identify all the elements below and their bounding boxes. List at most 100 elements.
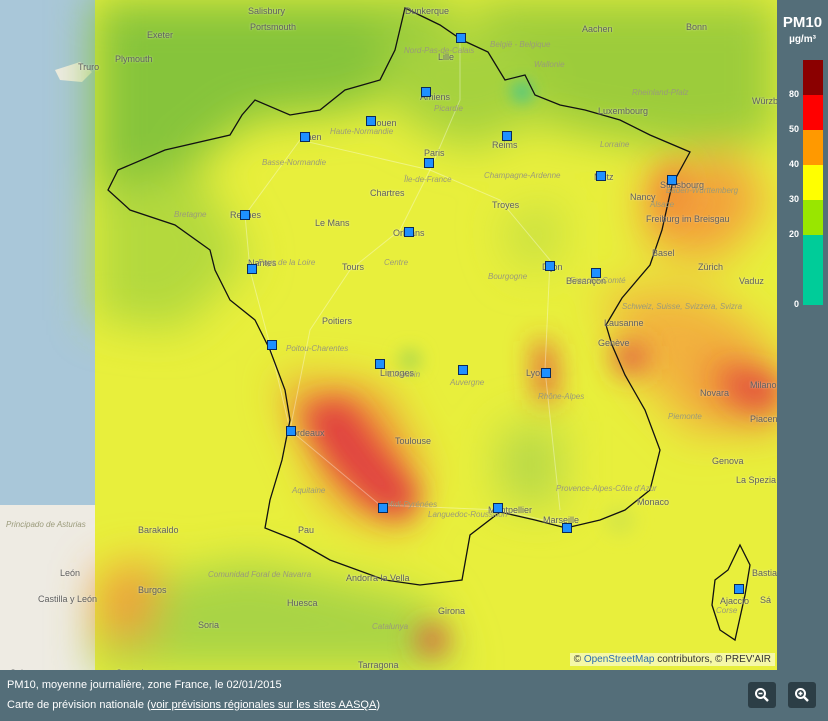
station-caen[interactable]	[300, 132, 310, 142]
station-lyon[interactable]	[541, 368, 551, 378]
region-label: Corse	[716, 606, 738, 615]
place-label: Montpellier	[488, 505, 533, 515]
station-amiens[interactable]	[421, 87, 431, 97]
region-label: Auvergne	[450, 378, 485, 387]
station-montpellier[interactable]	[493, 503, 503, 513]
station-ajaccio[interactable]	[734, 584, 744, 594]
place-label: Lille	[438, 52, 455, 62]
region-label: Midi-Pyrénées	[386, 500, 438, 509]
station-limoges[interactable]	[375, 359, 385, 369]
place-label: Exeter	[147, 30, 174, 40]
place-label: Zürich	[698, 262, 724, 272]
place-label: Ajaccio	[720, 596, 750, 606]
map-canvas	[0, 0, 777, 670]
place-label: Genève	[598, 338, 630, 348]
region-label: Provence-Alpes-Côte d'Azur	[556, 484, 657, 493]
station-rouen[interactable]	[366, 116, 376, 126]
pollution-map[interactable]: Salisbury Dunkerque Portsmouth Exeter Plymou…	[0, 0, 828, 670]
map-subcaption: Carte de prévision nationale (voir prévi…	[7, 699, 380, 711]
place-label: Tours	[342, 262, 365, 272]
region-label: Rhône-Alpes	[538, 392, 585, 401]
place-label: Lausanne	[604, 318, 644, 328]
map-footer: PM10, moyenne journalière, zone France, …	[0, 670, 828, 721]
zoom-out-button[interactable]	[748, 682, 776, 708]
place-label: Segovia	[116, 668, 149, 670]
station-dijon[interactable]	[545, 261, 555, 271]
regional-forecasts-link[interactable]: voir prévisions régionales sur les sites…	[150, 699, 377, 711]
station-lille[interactable]	[456, 33, 466, 43]
place-label: Vaduz	[739, 276, 764, 286]
place-label: Portsmouth	[250, 22, 297, 32]
station-reims[interactable]	[502, 131, 512, 141]
legend-swatch	[803, 130, 823, 165]
place-label: Würzburg	[752, 96, 792, 106]
legend-level-label: 0	[793, 299, 799, 309]
place-label: Bordeaux	[286, 428, 325, 438]
region-label: Aquitaine	[292, 486, 326, 495]
openstreetmap-link[interactable]: OpenStreetMap	[583, 654, 655, 665]
zoom-in-button[interactable]	[788, 682, 816, 708]
station-strasbourg[interactable]	[667, 175, 677, 185]
region-label: Île-de-France	[404, 175, 452, 184]
place-label: León	[60, 568, 81, 578]
place-label: Caen	[300, 132, 322, 142]
station-orleans[interactable]	[404, 227, 414, 237]
station-marseille[interactable]	[562, 523, 572, 533]
region-label: Languedoc-Roussillon	[428, 510, 508, 519]
station-nantes[interactable]	[247, 264, 257, 274]
place-label: Salisbury	[248, 6, 286, 16]
region-label: Pays de la Loire	[258, 258, 316, 267]
road-network	[244, 40, 566, 526]
france-border	[107, 7, 751, 642]
place-label: Tarragona	[358, 660, 399, 670]
place-label: Pau	[298, 525, 315, 535]
place-label: Strasbourg	[660, 180, 705, 190]
region-label: Picardie	[434, 104, 463, 113]
station-clermont[interactable]	[458, 365, 468, 375]
place-label: Bastia	[752, 568, 778, 578]
place-label: Dunkerque	[405, 6, 450, 16]
place-label: Piacenza	[750, 414, 788, 424]
place-label: Nancy	[630, 192, 656, 202]
region-label: Basse-Normandie	[262, 158, 327, 167]
place-label: Nantes	[248, 258, 277, 268]
place-label: Genova	[712, 456, 744, 466]
region-label: Champagne-Ardenne	[484, 171, 561, 180]
place-label: Reims	[492, 140, 518, 150]
station-toulouse[interactable]	[378, 503, 388, 513]
place-label: Toulouse	[395, 436, 432, 446]
zoom-out-icon	[755, 688, 769, 702]
region-label: Rheinland-Pfalz	[632, 88, 689, 97]
place-label: Poitiers	[322, 316, 353, 326]
pm10-legend: PM10 µg/m³ 80 50 40 30 20 0	[777, 0, 828, 670]
place-label: Marseille	[543, 515, 580, 525]
place-label: Andorra la Vella	[346, 573, 410, 583]
station-besancon[interactable]	[591, 268, 601, 278]
station-rennes[interactable]	[240, 210, 250, 220]
region-label: Poitou-Charentes	[286, 344, 349, 353]
place-label: Soria	[198, 620, 220, 630]
station-paris[interactable]	[424, 158, 434, 168]
legend-level-label: 20	[788, 229, 799, 239]
place-label: Rouen	[370, 118, 397, 128]
region-label: Comunidad Foral de Navarra	[208, 570, 312, 579]
place-label: Besançon	[566, 276, 607, 286]
map-caption: PM10, moyenne journalière, zone France, …	[7, 679, 282, 691]
region-label: Alsace	[650, 200, 675, 209]
legend-level-label: 80	[788, 89, 799, 99]
place-label: Girona	[438, 606, 466, 616]
place-label: Lyon	[526, 368, 546, 378]
station-metz[interactable]	[596, 171, 606, 181]
place-label: Castilla y León	[38, 594, 98, 604]
place-label: La Spezia	[736, 475, 777, 485]
subcaption-prefix: Carte de prévision nationale (	[7, 699, 151, 711]
legend-level-label: 40	[788, 159, 799, 169]
station-la-rochelle[interactable]	[267, 340, 277, 350]
place-label: Chartres	[370, 188, 405, 198]
region-label: Bretagne	[174, 210, 207, 219]
station-bordeaux[interactable]	[286, 426, 296, 436]
place-label: Milano	[750, 380, 777, 390]
region-label: Baden-Württemberg	[666, 186, 739, 195]
legend-swatch	[803, 200, 823, 235]
region-label: Wallonie	[534, 60, 565, 69]
